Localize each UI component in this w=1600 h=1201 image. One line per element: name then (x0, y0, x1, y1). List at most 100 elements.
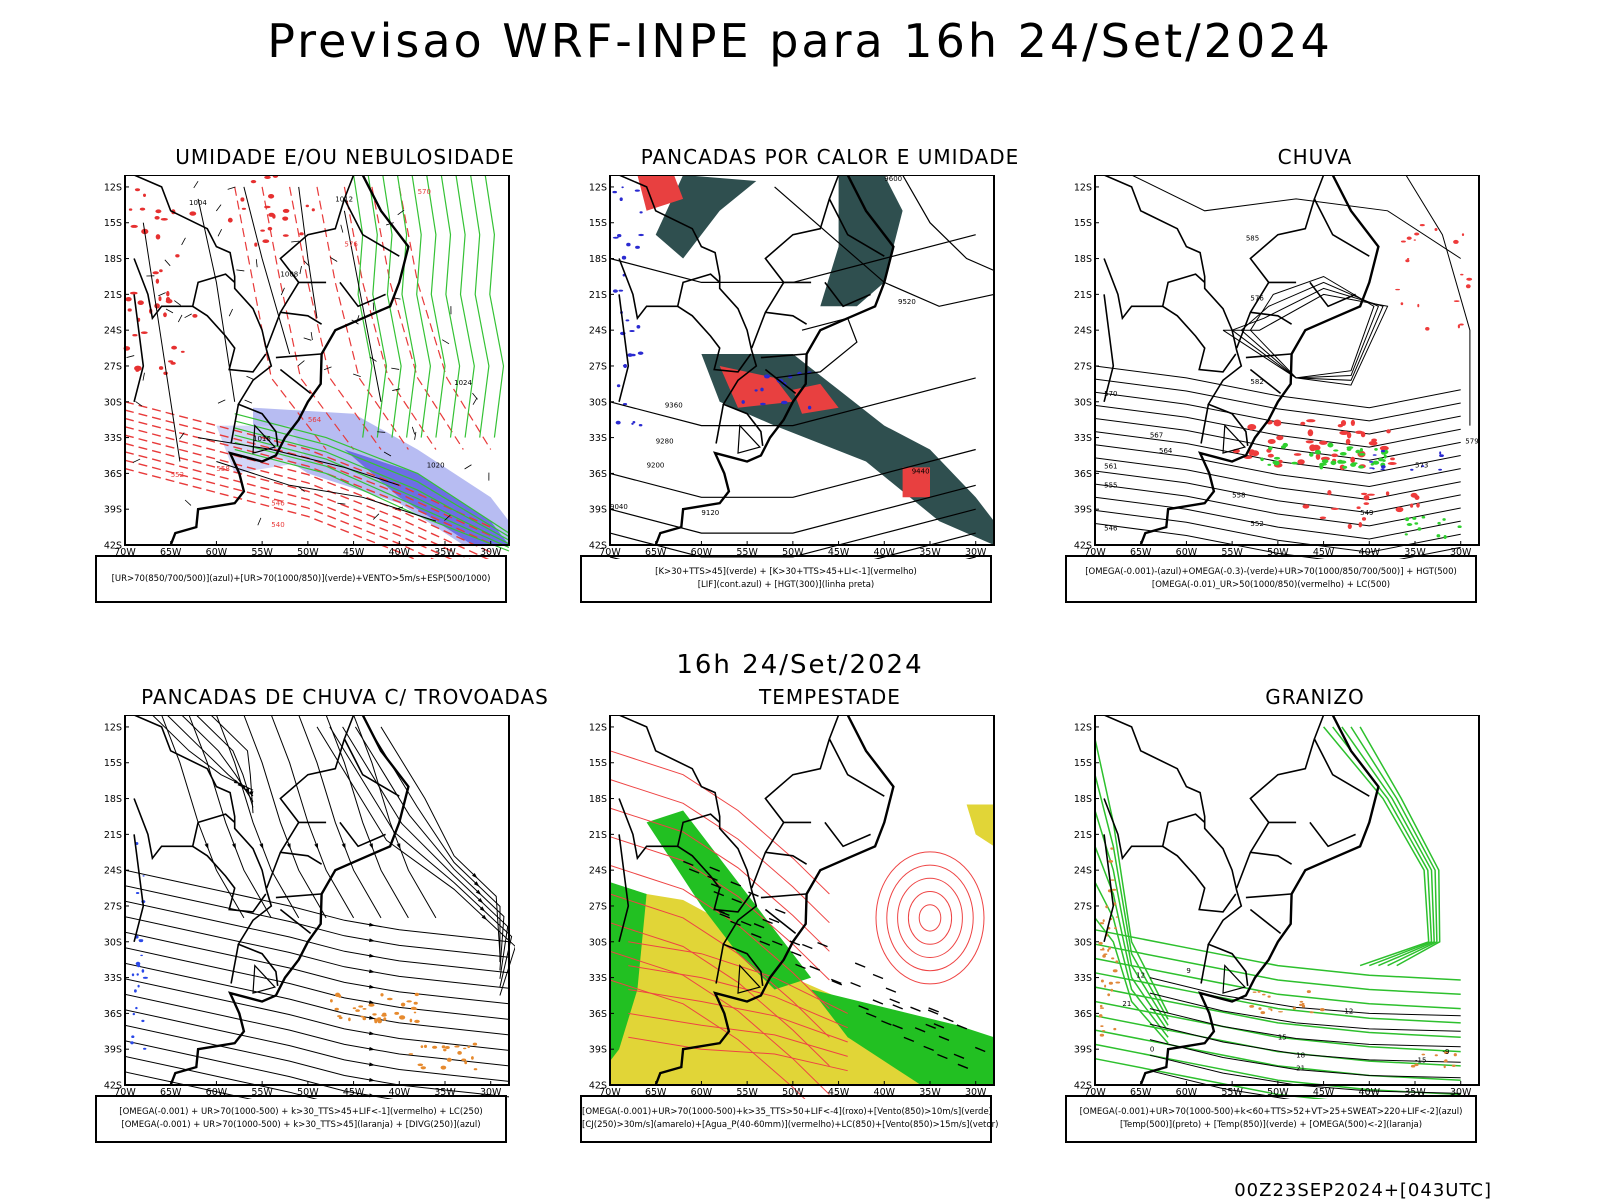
omega-orange (1110, 879, 1114, 880)
map-granizo: -15-12-918151221210912S15S18S21S24S27S30… (1065, 715, 1485, 1099)
red-wiggle (192, 314, 197, 318)
lat-label: 39S (589, 505, 607, 516)
rain-red (1346, 439, 1351, 445)
lat-label: 24S (589, 326, 607, 337)
contour-label: 558 (1232, 491, 1245, 499)
rain-green (1322, 459, 1329, 463)
contour-label: 1016 (253, 435, 271, 443)
rain-red (1414, 239, 1416, 240)
storm-orange (394, 1012, 399, 1015)
contour-label: 555 (1104, 482, 1117, 490)
lif-blue-contour (612, 191, 617, 193)
rain-red (1364, 495, 1370, 500)
red-wiggle (312, 208, 315, 211)
contour-label: 552 (171, 471, 184, 479)
storm-orange (374, 1020, 377, 1023)
omega-orange (1422, 1054, 1426, 1056)
contour-label: 0 (1150, 1046, 1154, 1054)
rain-green (1437, 534, 1441, 537)
omega-orange (1104, 985, 1106, 988)
rain-red (1351, 420, 1355, 426)
lat-label: 15S (1074, 218, 1092, 229)
storm-orange (418, 1064, 424, 1067)
map-umidade: 1004100810121016102010245765705645585525… (95, 175, 515, 559)
lat-label: 18S (589, 254, 607, 265)
rain-green (1327, 443, 1333, 448)
contour-label: 564 (308, 416, 322, 424)
divergence-blue (132, 973, 134, 976)
lif-blue-contour (635, 246, 640, 249)
divergence-blue (138, 985, 140, 988)
rain-red (1454, 300, 1460, 302)
storm-orange (432, 1046, 437, 1049)
red-wiggle (140, 208, 145, 211)
storm-orange (410, 1019, 413, 1023)
map-chuva: 5855825795765735705675645615585555525495… (1065, 175, 1485, 559)
contour-label: 9120 (701, 509, 719, 517)
lat-label: 21S (104, 290, 122, 301)
omega-orange (1114, 903, 1116, 904)
red-wiggle (268, 194, 274, 199)
rain-green (1340, 452, 1347, 456)
omega-orange (1105, 905, 1108, 908)
lat-label: 36S (104, 469, 122, 480)
storm-orange (383, 1017, 386, 1021)
red-wiggle (143, 194, 146, 197)
omega-orange (1100, 922, 1104, 924)
lat-label: 15S (104, 218, 122, 229)
map-pancadas-calor: 9600952094409360928092009120904012S15S18… (580, 175, 1000, 559)
contour-label: 585 (1246, 235, 1259, 243)
lif-blue-contour (619, 290, 624, 292)
red-wiggle (240, 197, 244, 201)
storm-orange (406, 1000, 412, 1002)
contour-label: 21 (1296, 1065, 1305, 1073)
contour-label: 561 (1104, 463, 1117, 471)
red-wiggle (181, 351, 185, 353)
omega-orange (1112, 889, 1116, 891)
omega-orange (1261, 1011, 1266, 1014)
rain-green (1418, 527, 1422, 530)
lif-blue-contour (760, 388, 763, 392)
lif-blue-contour (617, 384, 620, 387)
storm-orange (335, 993, 340, 997)
red-wiggle (283, 234, 289, 237)
contour-label: 15 (1278, 1034, 1287, 1042)
lat-label: 30S (104, 937, 122, 948)
omega-orange (1108, 860, 1113, 863)
lat-label: 18S (104, 794, 122, 805)
lat-label: 12S (104, 722, 122, 733)
rain-red (1276, 435, 1283, 440)
panel-legend: [OMEGA(-0.001)+UR>70(1000-500)+k>35_TTS>… (580, 1095, 992, 1143)
rain-red (1268, 439, 1276, 444)
rain-green (1260, 458, 1264, 462)
rain-green (1355, 450, 1360, 454)
divergence-blue (140, 955, 143, 956)
lat-label: 18S (1074, 254, 1092, 265)
rain-green (1414, 522, 1418, 524)
divergence-blue (137, 964, 140, 967)
omega-orange (1302, 1005, 1305, 1008)
storm-orange (441, 1066, 447, 1070)
contour-label: 570 (418, 188, 431, 196)
storm-orange (355, 1009, 360, 1012)
storm-orange (454, 1046, 459, 1048)
rain-red (1369, 441, 1378, 446)
storm-orange (368, 1004, 374, 1007)
lat-label: 18S (104, 254, 122, 265)
contour-label: 9520 (898, 298, 916, 306)
red-wiggle (159, 296, 162, 301)
rain-blue (1373, 454, 1377, 456)
storm-orange (473, 1043, 477, 1046)
rain-red (1348, 524, 1352, 529)
lat-label: 30S (1074, 937, 1092, 948)
rain-green (1360, 448, 1363, 452)
red-wiggle (138, 300, 144, 305)
rain-green (1371, 463, 1374, 466)
storm-orange (348, 1018, 351, 1022)
rain-blue (1381, 465, 1386, 468)
omega-orange (1452, 1065, 1456, 1067)
omega-orange (1253, 992, 1257, 993)
storm-orange (330, 999, 333, 1002)
rain-green (1309, 452, 1313, 456)
